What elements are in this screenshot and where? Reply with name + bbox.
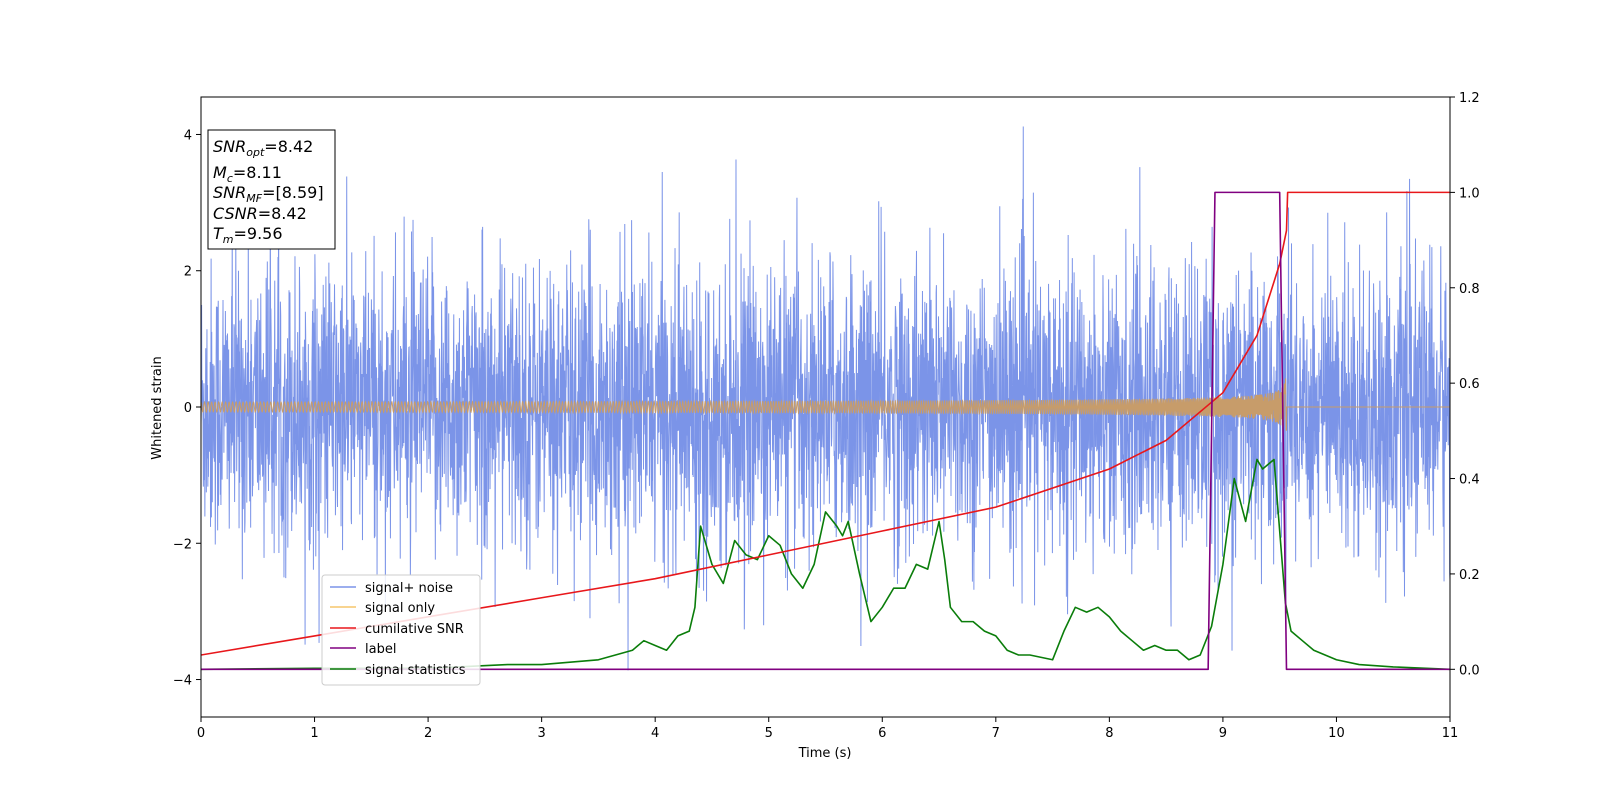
y-left-tick-label: −4 xyxy=(173,674,192,689)
y-right-tick-label: 0.2 xyxy=(1459,568,1480,583)
legend: signal+ noise signal only cumilative SNR… xyxy=(321,574,481,686)
x-tick-label: 8 xyxy=(1105,726,1113,741)
x-tick-label: 4 xyxy=(651,726,659,741)
x-tick-label: 2 xyxy=(424,726,432,741)
y-left-tick-label: −2 xyxy=(173,537,192,552)
signal-only-line xyxy=(201,378,1450,431)
legend-label-signal: signal only xyxy=(365,601,435,616)
y-right-tick-label: 0.6 xyxy=(1459,377,1480,392)
series-line-2 xyxy=(201,191,1450,656)
annotation-chirp-mass: Mc=8.11 xyxy=(213,163,282,185)
annotation-box: SNRopt=8.42 Mc=8.11 SNRMF=[8.59] CSNR=8.… xyxy=(207,129,336,250)
series-line-4 xyxy=(201,458,1450,671)
y-right-tick-label: 1.2 xyxy=(1459,91,1480,106)
x-tick-label: 5 xyxy=(765,726,773,741)
x-tick-label: 11 xyxy=(1442,726,1459,741)
y-right-tick-label: 0.0 xyxy=(1459,663,1480,678)
right-axis-series xyxy=(201,191,1450,671)
legend-label-label: label xyxy=(365,642,396,657)
legend-label-csnr: cumilative SNR xyxy=(365,622,464,637)
x-tick-label: 10 xyxy=(1328,726,1345,741)
signal-plus-noise-line xyxy=(201,126,1450,671)
signal-only-series xyxy=(201,378,1450,431)
legend-label-stats: signal statistics xyxy=(365,663,466,678)
x-axis: 0 1 2 3 4 5 6 7 8 9 10 11 xyxy=(197,717,1458,741)
series-line-3 xyxy=(201,191,1450,671)
y-right-tick-label: 0.4 xyxy=(1459,473,1480,488)
x-axis-label: Time (s) xyxy=(798,746,852,761)
annotation-merger-time: Tm=9.56 xyxy=(213,224,283,246)
y-right-tick-label: 0.8 xyxy=(1459,282,1480,297)
annotation-csnr: CSNR=8.42 xyxy=(213,204,307,223)
y-left-tick-label: 0 xyxy=(184,401,192,416)
y-axis-left: −4 −2 0 2 4 xyxy=(173,128,201,689)
annotation-snr-mf: SNRMF=[8.59] xyxy=(213,183,324,205)
legend-label-noise: signal+ noise xyxy=(365,581,453,596)
y-left-tick-label: 2 xyxy=(184,265,192,280)
x-tick-label: 0 xyxy=(197,726,205,741)
signal-plus-noise-series xyxy=(201,126,1450,671)
x-tick-label: 6 xyxy=(878,726,886,741)
y-axis-label: Whitened strain xyxy=(150,356,165,459)
x-tick-label: 9 xyxy=(1219,726,1227,741)
y-left-tick-label: 4 xyxy=(184,128,192,143)
y-axis-right: 0.0 0.2 0.4 0.6 0.8 1.0 1.2 xyxy=(1450,91,1480,678)
x-tick-label: 1 xyxy=(310,726,318,741)
annotation-snr-opt: SNRopt=8.42 xyxy=(213,137,313,159)
x-tick-label: 7 xyxy=(992,726,1000,741)
y-right-tick-label: 1.0 xyxy=(1459,186,1480,201)
x-tick-label: 3 xyxy=(537,726,545,741)
